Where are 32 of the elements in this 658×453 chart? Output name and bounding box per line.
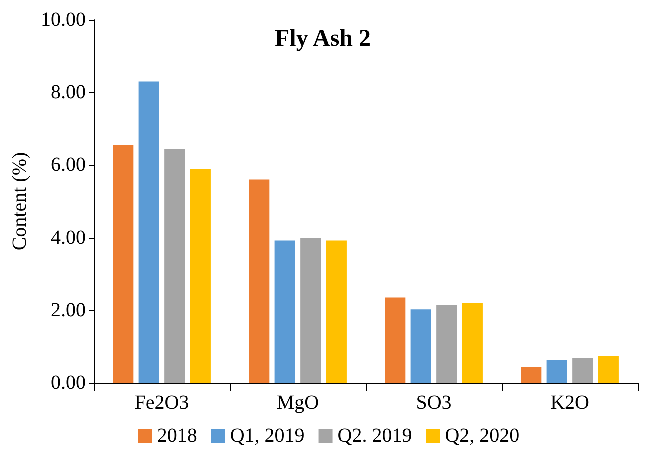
bar (436, 304, 458, 383)
legend-label: 2018 (157, 425, 198, 447)
y-tick-label: 10.00 (41, 9, 86, 31)
y-tick-label: 2.00 (51, 299, 86, 322)
bar (410, 310, 432, 383)
y-axis-title: Content (%) (9, 152, 32, 251)
y-tick-label: 8.00 (51, 82, 86, 104)
legend-label: Q2, 2020 (445, 425, 520, 447)
bar (113, 145, 134, 383)
bar (300, 238, 322, 383)
bar (249, 180, 270, 383)
bar (572, 358, 594, 383)
bar (546, 360, 568, 383)
y-tick-label: 4.00 (51, 226, 86, 249)
bar (190, 170, 211, 383)
bar (326, 240, 347, 383)
bar (385, 298, 406, 383)
x-tick-label: SO3 (416, 392, 452, 414)
legend-label: Q1, 2019 (230, 425, 305, 447)
chart-title: Fly Ash 2 (275, 26, 372, 52)
bar (164, 149, 186, 383)
y-tick-label: 6.00 (51, 154, 86, 176)
x-tick-label: MgO (276, 392, 320, 414)
y-tick-label: 0.00 (51, 372, 86, 394)
legend-label: Q2. 2019 (338, 425, 412, 447)
bar (274, 240, 296, 383)
bar (462, 303, 483, 383)
x-tick-label: Fe2O3 (134, 392, 190, 414)
bar (521, 367, 542, 383)
x-tick-label: K2O (550, 392, 590, 414)
bar (598, 356, 619, 383)
bar (138, 82, 160, 383)
